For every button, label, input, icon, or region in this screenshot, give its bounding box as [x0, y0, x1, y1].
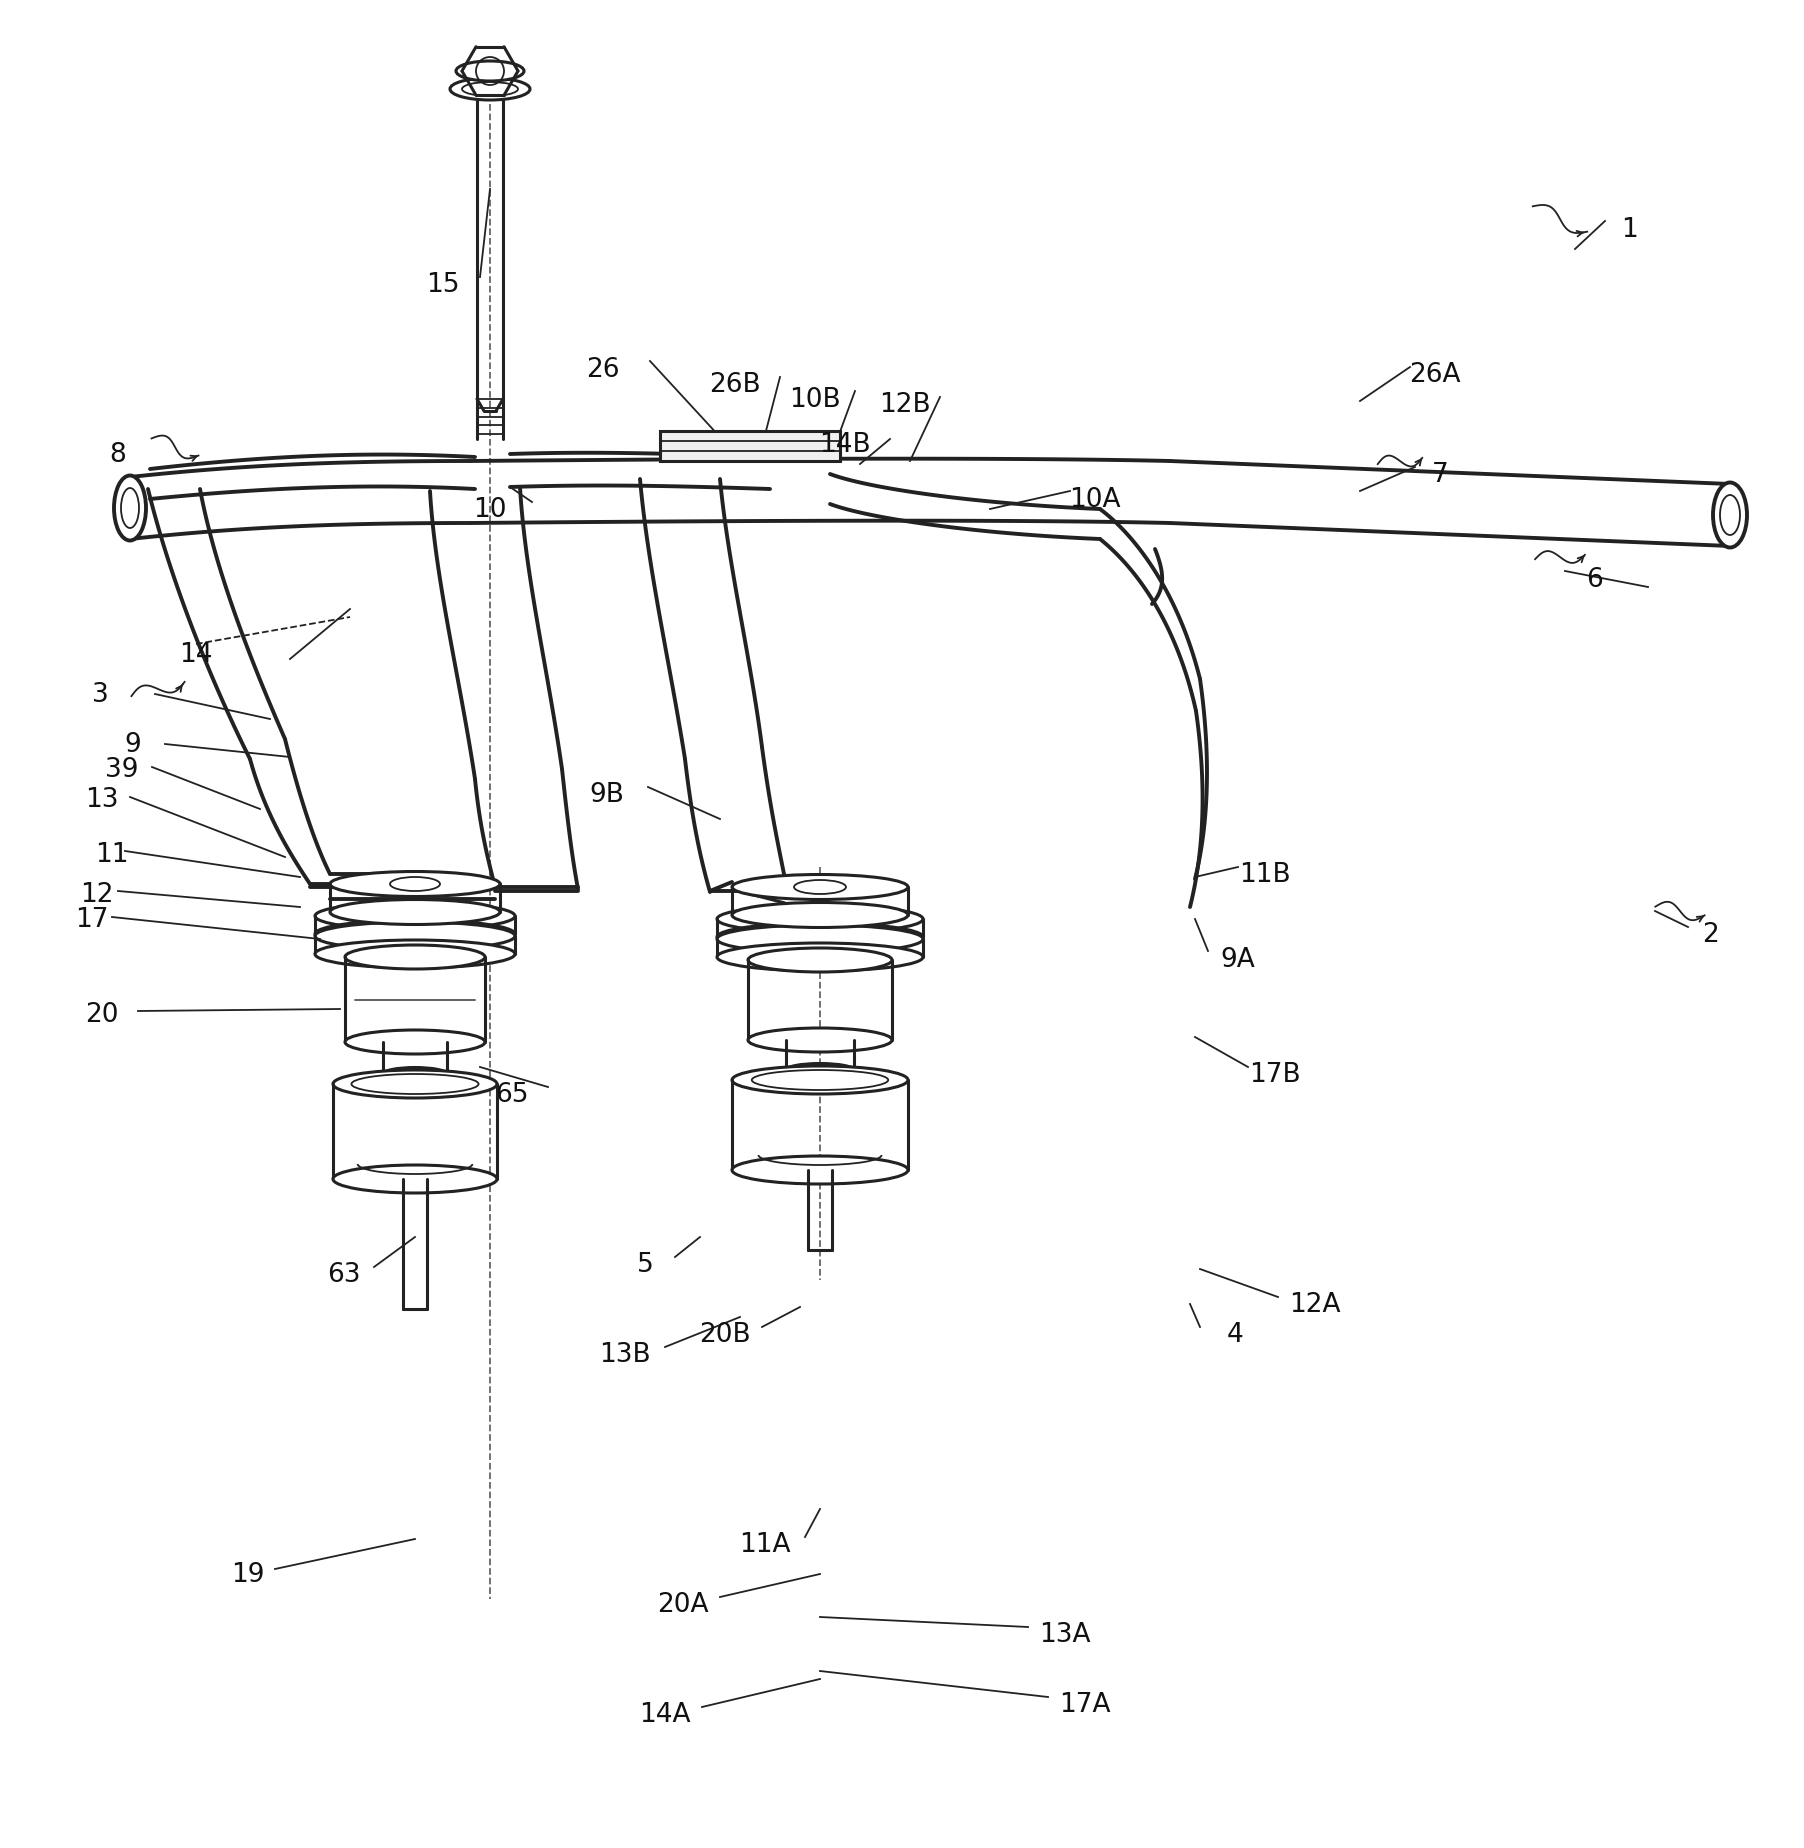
Ellipse shape — [330, 872, 500, 896]
Text: 26A: 26A — [1409, 362, 1461, 388]
Text: 20A: 20A — [657, 1591, 709, 1617]
Text: 12B: 12B — [879, 392, 931, 418]
Text: 1: 1 — [1622, 216, 1638, 242]
Text: 20: 20 — [85, 1002, 119, 1027]
Text: 26: 26 — [586, 357, 621, 383]
Text: 12A: 12A — [1290, 1292, 1340, 1318]
Text: 39: 39 — [105, 756, 139, 782]
Text: 11A: 11A — [740, 1532, 790, 1558]
Text: 5: 5 — [637, 1251, 653, 1277]
Text: 9B: 9B — [590, 782, 624, 808]
Text: 17A: 17A — [1059, 1691, 1111, 1717]
Ellipse shape — [1714, 482, 1746, 549]
Ellipse shape — [716, 906, 924, 933]
Text: 4: 4 — [1227, 1321, 1243, 1347]
Text: 2: 2 — [1701, 922, 1719, 948]
Ellipse shape — [749, 1029, 891, 1052]
Text: 3: 3 — [92, 682, 108, 708]
Ellipse shape — [732, 1157, 907, 1185]
Text: 26B: 26B — [709, 371, 761, 397]
Text: 13A: 13A — [1039, 1621, 1091, 1647]
Ellipse shape — [749, 948, 891, 972]
Bar — [660, 432, 841, 462]
Ellipse shape — [456, 63, 523, 81]
Text: 9: 9 — [124, 732, 141, 758]
Text: 12: 12 — [79, 881, 114, 907]
Ellipse shape — [382, 1068, 447, 1081]
Ellipse shape — [787, 1064, 853, 1077]
Text: 9A: 9A — [1221, 946, 1256, 972]
Text: 6: 6 — [1588, 567, 1604, 593]
Ellipse shape — [316, 902, 514, 931]
Ellipse shape — [330, 900, 500, 926]
Text: 19: 19 — [231, 1562, 265, 1587]
Ellipse shape — [316, 922, 514, 950]
Ellipse shape — [316, 920, 514, 948]
Text: 8: 8 — [110, 442, 126, 468]
Ellipse shape — [334, 1166, 496, 1194]
Text: 14: 14 — [179, 641, 213, 667]
Ellipse shape — [316, 941, 514, 968]
Ellipse shape — [345, 946, 485, 970]
Ellipse shape — [716, 944, 924, 972]
Ellipse shape — [345, 1031, 485, 1055]
Text: 17B: 17B — [1248, 1061, 1301, 1087]
Ellipse shape — [732, 904, 907, 928]
Text: 14A: 14A — [639, 1700, 691, 1728]
Text: 14B: 14B — [819, 432, 871, 458]
Ellipse shape — [716, 926, 924, 954]
Text: 10B: 10B — [788, 386, 841, 412]
Ellipse shape — [716, 924, 924, 952]
Text: 20B: 20B — [700, 1321, 750, 1347]
Ellipse shape — [732, 874, 907, 900]
Text: 7: 7 — [1432, 462, 1449, 488]
Ellipse shape — [114, 477, 146, 541]
Text: 11B: 11B — [1239, 861, 1292, 887]
Text: 10: 10 — [473, 497, 507, 523]
Text: 11: 11 — [96, 841, 128, 867]
Text: 15: 15 — [426, 272, 460, 298]
Text: 17: 17 — [76, 907, 108, 933]
Text: 65: 65 — [496, 1081, 529, 1107]
Ellipse shape — [334, 1070, 496, 1098]
Text: 10A: 10A — [1070, 486, 1120, 512]
Text: 13B: 13B — [599, 1342, 651, 1368]
Text: 63: 63 — [327, 1262, 361, 1288]
Ellipse shape — [732, 1066, 907, 1094]
Ellipse shape — [449, 79, 530, 102]
Text: 13: 13 — [85, 787, 119, 813]
